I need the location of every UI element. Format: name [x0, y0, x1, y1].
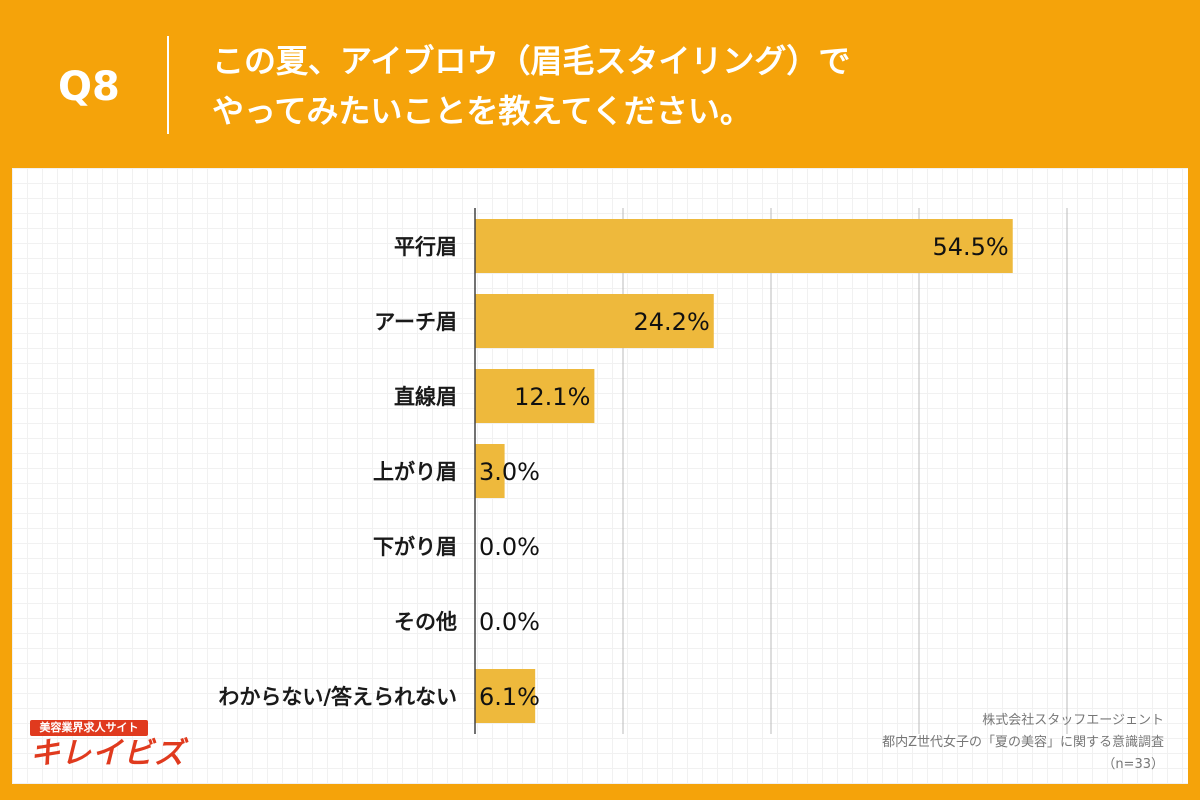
logo-name: キレイビズ — [30, 734, 230, 774]
data-label-2: 24.2% — [634, 308, 710, 336]
question-title-line-2: やってみたいことを教えてください。 — [212, 86, 1162, 136]
source-company: 株式会社スタッフエージェント — [744, 710, 1164, 732]
source-survey: 都内Z世代女子の「夏の美容」に関する意識調査 — [744, 732, 1164, 754]
source-sample-size: （n=33） — [744, 754, 1164, 776]
category-label-6: その他 — [394, 610, 457, 634]
kireibiz-logo: 美容業界求人サイト キレイビズ — [30, 720, 210, 770]
chart-panel: 平行眉 54.5% アーチ眉 24.2% 直線眉 12.1% 上がり眉 3.0% 下がり眉 0.0… — [12, 168, 1188, 784]
source-note: 株式会社スタッフエージェント 都内Z世代女子の「夏の美容」に関する意識調査 （n… — [744, 710, 1164, 776]
category-label-7: わからない/答えられない — [218, 685, 457, 709]
category-label-3: 直線眉 — [394, 385, 457, 409]
bar-chart: 平行眉 54.5% アーチ眉 24.2% 直線眉 12.1% 上がり眉 3.0% 下がり眉 0.0… — [12, 168, 1188, 784]
category-label-2: アーチ眉 — [374, 310, 457, 334]
category-label-1: 平行眉 — [394, 235, 457, 259]
category-label-4: 上がり眉 — [373, 460, 457, 484]
data-label-1: 54.5% — [932, 233, 1008, 261]
data-label-4: 3.0% — [479, 458, 540, 486]
data-label-6: 0.0% — [479, 608, 540, 636]
category-label-5: 下がり眉 — [373, 535, 457, 559]
data-label-7: 6.1% — [479, 683, 540, 711]
data-label-5: 0.0% — [479, 533, 540, 561]
question-title: この夏、アイブロウ（眉毛スタイリング）で やってみたいことを教えてください。 — [212, 36, 1162, 136]
header-divider — [167, 36, 169, 134]
question-number: Q8 — [58, 60, 128, 114]
question-title-line-1: この夏、アイブロウ（眉毛スタイリング）で — [212, 36, 1162, 86]
data-label-3: 12.1% — [514, 383, 590, 411]
question-header: Q8 この夏、アイブロウ（眉毛スタイリング）で やってみたいことを教えてください… — [0, 0, 1200, 168]
